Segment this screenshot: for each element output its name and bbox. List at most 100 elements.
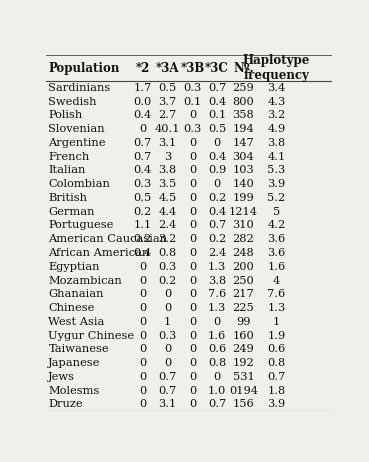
Text: 0: 0	[139, 275, 146, 286]
Text: 0.4: 0.4	[134, 110, 152, 121]
Text: 2.4: 2.4	[208, 248, 226, 258]
Text: 4.4: 4.4	[159, 207, 177, 217]
Text: 0: 0	[164, 358, 171, 368]
Text: 1.6: 1.6	[208, 330, 226, 340]
Text: 0: 0	[164, 303, 171, 313]
Text: 0: 0	[139, 317, 146, 327]
Text: *3B: *3B	[180, 62, 205, 75]
Text: Molesms: Molesms	[48, 386, 100, 395]
Text: 0: 0	[189, 386, 196, 395]
Text: 3.5: 3.5	[159, 179, 177, 189]
Text: 3.6: 3.6	[267, 248, 286, 258]
Text: 0: 0	[189, 207, 196, 217]
Text: 4: 4	[273, 275, 280, 286]
Text: 99: 99	[236, 317, 251, 327]
Text: 0: 0	[213, 138, 221, 148]
Text: 0.7: 0.7	[267, 372, 286, 382]
Text: 0.0: 0.0	[134, 97, 152, 107]
Text: 0.3: 0.3	[159, 330, 177, 340]
Text: 0: 0	[213, 317, 221, 327]
Text: 3.7: 3.7	[159, 97, 177, 107]
Text: West Asia: West Asia	[48, 317, 105, 327]
Text: 0: 0	[139, 303, 146, 313]
Text: 0.8: 0.8	[208, 358, 226, 368]
Text: 0: 0	[189, 165, 196, 176]
Text: 0.2: 0.2	[208, 234, 226, 244]
Text: 1.0: 1.0	[208, 386, 226, 395]
Text: 0: 0	[139, 330, 146, 340]
Text: 0.7: 0.7	[134, 152, 152, 162]
Text: 0: 0	[213, 179, 221, 189]
Text: 3.1: 3.1	[159, 399, 177, 409]
Text: German: German	[48, 207, 95, 217]
Text: 3.2: 3.2	[159, 234, 177, 244]
Text: 0: 0	[139, 262, 146, 272]
Text: 192: 192	[232, 358, 254, 368]
Text: 0: 0	[189, 317, 196, 327]
Text: 0: 0	[189, 138, 196, 148]
Text: 0: 0	[189, 193, 196, 203]
Text: Polish: Polish	[48, 110, 83, 121]
Text: 0.5: 0.5	[159, 83, 177, 93]
Text: 0: 0	[164, 289, 171, 299]
Text: 5.2: 5.2	[267, 193, 286, 203]
Text: 1.3: 1.3	[208, 262, 226, 272]
Text: 0.6: 0.6	[267, 344, 286, 354]
Text: 304: 304	[232, 152, 254, 162]
Text: Colombian: Colombian	[48, 179, 110, 189]
Text: 140: 140	[232, 179, 254, 189]
Text: French: French	[48, 152, 90, 162]
Text: 4.3: 4.3	[267, 97, 286, 107]
Text: 0: 0	[189, 179, 196, 189]
Text: Sardinians: Sardinians	[48, 83, 111, 93]
Text: 217: 217	[232, 289, 254, 299]
Text: 0: 0	[139, 358, 146, 368]
Text: 0: 0	[189, 289, 196, 299]
Text: 0.3: 0.3	[159, 262, 177, 272]
Text: 3.8: 3.8	[159, 165, 177, 176]
Text: 0: 0	[139, 344, 146, 354]
Text: 1: 1	[273, 317, 280, 327]
Text: Chinese: Chinese	[48, 303, 95, 313]
Text: 0: 0	[213, 372, 221, 382]
Text: 225: 225	[232, 303, 254, 313]
Text: 0.2: 0.2	[134, 207, 152, 217]
Text: Slovenian: Slovenian	[48, 124, 105, 134]
Text: Druze: Druze	[48, 399, 83, 409]
Text: 0.5: 0.5	[134, 193, 152, 203]
Text: 0: 0	[189, 248, 196, 258]
Text: 200: 200	[232, 262, 254, 272]
Text: 0.4: 0.4	[208, 97, 226, 107]
Text: 1.3: 1.3	[267, 303, 286, 313]
Text: 147: 147	[232, 138, 254, 148]
Text: Italian: Italian	[48, 165, 86, 176]
Text: Mozambican: Mozambican	[48, 275, 122, 286]
Text: 5.3: 5.3	[267, 165, 286, 176]
Text: 259: 259	[232, 83, 254, 93]
Text: 0.3: 0.3	[183, 124, 202, 134]
Text: 0.7: 0.7	[208, 83, 226, 93]
Text: Portuguese: Portuguese	[48, 220, 114, 231]
Text: 3.6: 3.6	[267, 234, 286, 244]
Text: 0.4: 0.4	[208, 152, 226, 162]
Text: 1: 1	[164, 317, 171, 327]
Text: 0.4: 0.4	[208, 207, 226, 217]
Text: 0: 0	[189, 399, 196, 409]
Text: 3.4: 3.4	[267, 83, 286, 93]
Text: 2.4: 2.4	[159, 220, 177, 231]
Text: 0: 0	[139, 386, 146, 395]
Text: Haplotype
frequency: Haplotype frequency	[243, 54, 310, 82]
Text: 0.7: 0.7	[159, 372, 177, 382]
Text: 0.7: 0.7	[134, 138, 152, 148]
Text: 3.9: 3.9	[267, 179, 286, 189]
Text: 3.8: 3.8	[267, 138, 286, 148]
Text: 0.4: 0.4	[134, 165, 152, 176]
Text: Population: Population	[48, 62, 120, 75]
Text: 0: 0	[189, 344, 196, 354]
Text: 0: 0	[189, 110, 196, 121]
Text: 0: 0	[189, 330, 196, 340]
Text: 0: 0	[139, 372, 146, 382]
Text: 0194: 0194	[229, 386, 258, 395]
Text: 0: 0	[139, 124, 146, 134]
Text: 0: 0	[189, 303, 196, 313]
